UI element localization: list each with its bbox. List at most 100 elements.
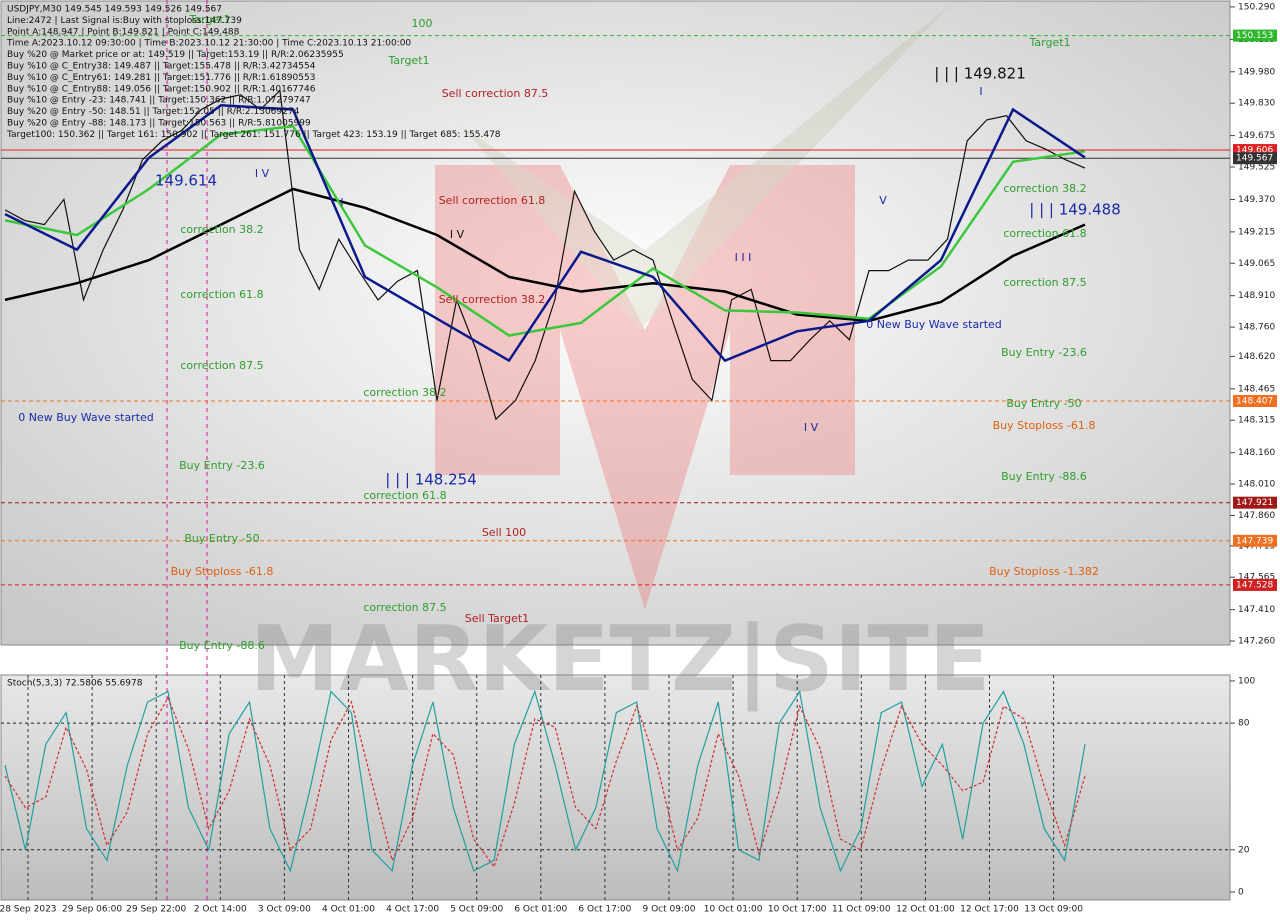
info-line: Buy %10 @ Entry -23: 148.741 || Target:1…	[7, 96, 311, 106]
annotation: Sell 100	[482, 526, 526, 539]
stoch-plot	[0, 674, 1231, 901]
annotation: I V	[804, 421, 819, 434]
annotation: Sell Target1	[465, 612, 529, 625]
annotation: Target1	[387, 54, 429, 67]
x-tick-label: 2 Oct 14:00	[194, 905, 247, 915]
y-tick-label: 147.860	[1238, 511, 1275, 521]
series-line	[4, 124, 1086, 337]
info-line: Buy %10 @ C_Entry88: 149.056 || Target:1…	[7, 84, 316, 94]
level-label-bg	[1233, 394, 1277, 407]
annotation: V	[879, 194, 887, 207]
panel-title: Stoch(5,3,3) 72.5806 55.6978	[7, 679, 143, 689]
annotation: correction 87.5	[1003, 276, 1086, 289]
annotation: correction 87.5	[363, 601, 446, 614]
x-tick-label: 3 Oct 09:00	[258, 905, 311, 915]
x-tick-label: 4 Oct 01:00	[322, 905, 375, 915]
annotation: correction 61.8	[363, 489, 446, 502]
y-tick-label: 148.315	[1238, 416, 1275, 426]
annotation: Buy Entry -88.6	[179, 639, 265, 652]
annotation: 100	[412, 17, 433, 30]
y-tick-label: 80	[1238, 719, 1250, 729]
annotation: Buy Stoploss -61.8	[171, 565, 274, 578]
annotation: Sell correction 38.2	[439, 293, 546, 306]
level-label-bg	[1233, 152, 1277, 165]
y-tick-label: 148.910	[1238, 291, 1275, 301]
y-tick-label: 149.065	[1238, 259, 1275, 269]
y-tick-label: 148.620	[1238, 352, 1275, 362]
annotation: Buy Entry -23.6	[1001, 346, 1087, 359]
y-tick-label: 149.980	[1238, 67, 1275, 77]
y-tick-label: 20	[1238, 845, 1250, 855]
annotation: Buy Entry -23.6	[179, 459, 265, 472]
annotation: Sell correction 61.8	[439, 194, 546, 207]
y-tick-label: 149.370	[1238, 195, 1275, 205]
info-line: Buy %20 @ Entry -50: 148.51 || Target:15…	[7, 107, 300, 117]
annotation: | | | 149.488	[1029, 201, 1121, 219]
series-line	[4, 696, 1086, 868]
x-tick-label: 6 Oct 17:00	[578, 905, 631, 915]
x-tick-label: 28 Sep 2023	[0, 905, 57, 915]
y-tick-label: 147.410	[1238, 605, 1275, 615]
x-tick-label: 12 Oct 01:00	[896, 905, 955, 915]
x-tick-label: 5 Oct 09:00	[450, 905, 503, 915]
info-line: Time A:2023.10.12 09:30:00 | Time B:2023…	[6, 39, 411, 49]
level-label: 150.153	[1236, 31, 1273, 41]
y-tick-label: 149.215	[1238, 227, 1275, 237]
info-line: Buy %20 @ Market price or at: 149.519 ||…	[7, 50, 344, 60]
annotation: Target1	[188, 13, 230, 26]
series-line	[4, 104, 1086, 363]
x-tick-label: 10 Oct 01:00	[704, 905, 763, 915]
info-line: Point A:148.947 | Point B:149.821 | Poin…	[7, 27, 240, 37]
annotation: correction 61.8	[1003, 227, 1086, 240]
level-label: 147.528	[1236, 580, 1273, 590]
info-line: Line:2472 | Last Signal is:Buy with stop…	[7, 16, 242, 26]
x-tick-label: 29 Sep 06:00	[62, 905, 122, 915]
y-tick-label: 0	[1238, 887, 1244, 897]
level-label: 149.606	[1236, 146, 1273, 156]
level-label: 149.567	[1236, 154, 1273, 164]
x-tick-label: 12 Oct 17:00	[960, 905, 1019, 915]
annotation: 149.614	[155, 172, 217, 190]
y-tick-label: 148.010	[1238, 480, 1275, 490]
y-tick-label: 149.675	[1238, 131, 1275, 141]
annotation: | | | 149.821	[934, 65, 1026, 83]
annotation: correction 38.2	[363, 386, 446, 399]
annotation: I I I	[735, 251, 752, 264]
info-line: Buy %20 @ Entry -88: 148.173 || Target:1…	[7, 119, 311, 129]
annotation: Buy Stoploss -61.8	[993, 419, 1096, 432]
y-tick-label: 150.290	[1238, 2, 1275, 12]
x-tick-label: 29 Sep 22:00	[126, 905, 186, 915]
level-label-bg	[1233, 29, 1277, 42]
annotation: I V	[255, 167, 270, 180]
svg-text:MARKETZ|SITE: MARKETZ|SITE	[250, 607, 990, 713]
x-tick-label: 6 Oct 01:00	[514, 905, 567, 915]
level-label: 148.407	[1236, 396, 1273, 406]
y-tick-label: 100	[1238, 676, 1255, 686]
watermark: MARKETZ|SITE	[250, 5, 990, 713]
annotation: I V	[450, 228, 465, 241]
annotation: Sell correction 87.5	[442, 87, 549, 100]
main-plot	[0, 0, 1231, 646]
level-label-bg	[1233, 496, 1277, 509]
y-tick-label: 147.260	[1238, 637, 1275, 647]
x-tick-label: 11 Oct 09:00	[832, 905, 891, 915]
y-tick-label: 149.830	[1238, 99, 1275, 109]
annotation: correction 61.8	[180, 288, 263, 301]
y-tick-label: 148.465	[1238, 384, 1275, 394]
x-tick-label: 9 Oct 09:00	[643, 905, 696, 915]
x-tick-label: 10 Oct 17:00	[768, 905, 827, 915]
y-tick-label: 148.760	[1238, 323, 1275, 333]
annotation: correction 87.5	[180, 359, 263, 372]
level-label: 147.739	[1236, 536, 1273, 546]
info-line: Target100: 150.362 || Target 161: 150.90…	[6, 130, 501, 140]
y-tick-label: 148.160	[1238, 448, 1275, 458]
series-line	[4, 689, 1086, 873]
annotation: 0 New Buy Wave started	[18, 411, 154, 424]
annotation: 0 New Buy Wave started	[866, 318, 1002, 331]
x-tick-label: 13 Oct 09:00	[1024, 905, 1083, 915]
info-line: Buy %10 @ C_Entry61: 149.281 || Target:1…	[7, 73, 315, 83]
y-tick-label: 149.525	[1238, 163, 1275, 173]
level-label: 147.921	[1236, 498, 1273, 508]
annotation: I	[340, 196, 343, 209]
